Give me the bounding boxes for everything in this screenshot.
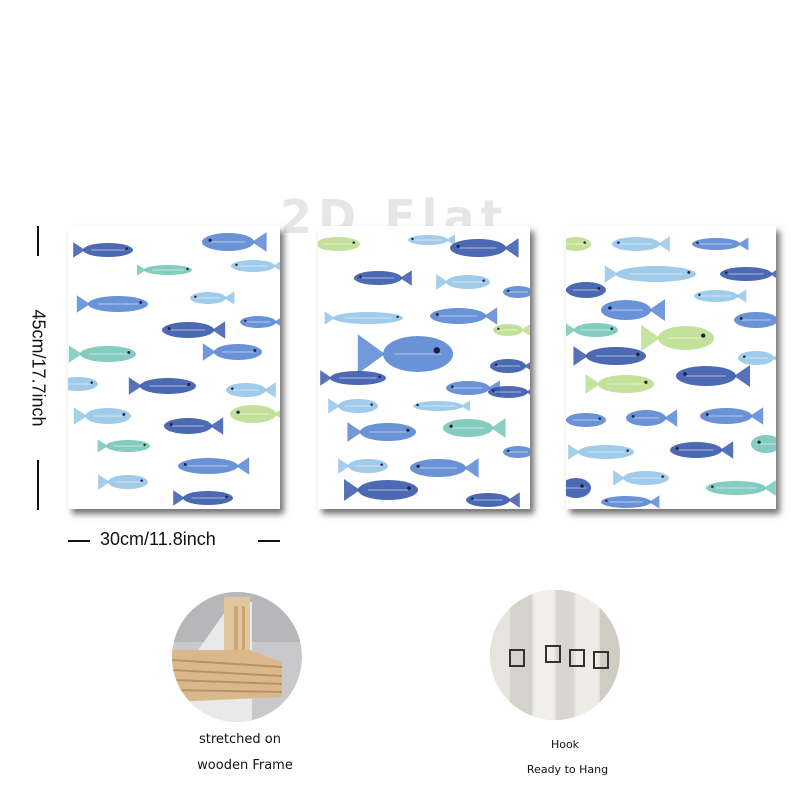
right-canvas-panel — [566, 226, 776, 509]
fish-illustration — [734, 312, 776, 328]
fish-illustration — [338, 458, 388, 474]
fish-illustration — [566, 323, 618, 337]
fish-pattern-left — [68, 232, 280, 506]
fish-illustration — [226, 382, 276, 398]
fish-illustration — [566, 478, 591, 498]
fish-illustration — [413, 400, 470, 412]
fish-illustration — [73, 242, 133, 258]
fish-illustration — [320, 370, 386, 386]
hook-photo — [490, 590, 620, 720]
fish-illustration — [626, 409, 678, 427]
fish-illustration — [443, 418, 506, 438]
hook-caption-line2: Ready to Hang — [526, 763, 609, 776]
fish-illustration — [566, 282, 606, 298]
fish-illustration — [566, 413, 606, 427]
wooden-frame-photo — [172, 592, 302, 722]
fish-illustration — [601, 495, 660, 509]
fish-illustration — [68, 345, 136, 363]
fish-illustration — [231, 260, 280, 272]
fish-illustration — [73, 407, 131, 425]
fish-illustration — [178, 457, 250, 475]
fish-illustration — [493, 324, 530, 336]
fish-illustration — [357, 334, 453, 374]
fish-illustration — [430, 307, 498, 325]
fish-illustration — [566, 237, 591, 251]
fish-illustration — [344, 479, 418, 501]
fish-illustration — [613, 470, 669, 486]
fish-illustration — [604, 265, 696, 283]
fish-illustration — [503, 446, 530, 458]
fish-illustration — [97, 439, 150, 453]
fish-illustration — [68, 377, 98, 391]
fish-illustration — [98, 474, 148, 490]
fish-illustration — [347, 422, 416, 442]
fish-pattern-center — [318, 234, 530, 508]
fish-illustration — [450, 238, 519, 258]
frame-caption-line2: wooden Frame — [197, 758, 293, 773]
fish-illustration — [692, 237, 749, 251]
fish-illustration — [706, 480, 776, 496]
fish-illustration — [354, 270, 412, 286]
fish-illustration — [408, 234, 455, 246]
fish-illustration — [240, 316, 280, 328]
left-canvas-panel — [68, 226, 280, 509]
fish-illustration — [700, 407, 764, 425]
fish-illustration — [601, 299, 665, 321]
fish-illustration — [503, 286, 530, 298]
fish-illustration — [641, 324, 714, 352]
width-dimension-label: 30cm/11.8inch — [100, 529, 216, 549]
center-canvas-panel — [318, 226, 530, 509]
fish-illustration — [137, 264, 192, 276]
fish-illustration — [573, 346, 646, 366]
frame-caption-line1: stretched on — [199, 732, 281, 747]
fish-illustration — [676, 365, 750, 387]
fish-illustration — [488, 386, 530, 398]
fish-illustration — [738, 351, 776, 365]
fish-illustration — [612, 236, 670, 252]
fish-illustration — [410, 458, 479, 478]
fish-illustration — [466, 492, 520, 508]
fish-illustration — [173, 490, 233, 506]
fish-illustration — [568, 444, 634, 460]
fish-illustration — [324, 311, 403, 325]
fish-illustration — [720, 267, 776, 281]
fish-illustration — [76, 295, 148, 313]
fish-illustration — [164, 417, 224, 435]
fish-illustration — [670, 441, 734, 459]
fish-illustration — [230, 405, 280, 423]
hook-caption-line1: Hook — [550, 738, 580, 751]
width-dimension-line-left — [68, 540, 90, 542]
fish-illustration — [490, 359, 530, 373]
fish-illustration — [190, 291, 235, 305]
height-dimension-label: 45cm/17.7inch — [28, 309, 49, 427]
fish-illustration — [751, 435, 776, 453]
fish-illustration — [318, 237, 360, 251]
fish-illustration — [202, 343, 262, 361]
fish-illustration — [436, 274, 490, 290]
height-dimension-line-top — [37, 226, 39, 256]
fish-illustration — [162, 321, 226, 339]
fish-illustration — [328, 398, 378, 414]
fish-illustration — [128, 377, 196, 395]
fish-pattern-right — [566, 236, 776, 509]
fish-illustration — [202, 232, 267, 252]
height-dimension-line-bottom — [37, 460, 39, 510]
fish-illustration — [585, 374, 654, 394]
width-dimension-line-right — [258, 540, 280, 542]
fish-illustration — [694, 289, 747, 303]
